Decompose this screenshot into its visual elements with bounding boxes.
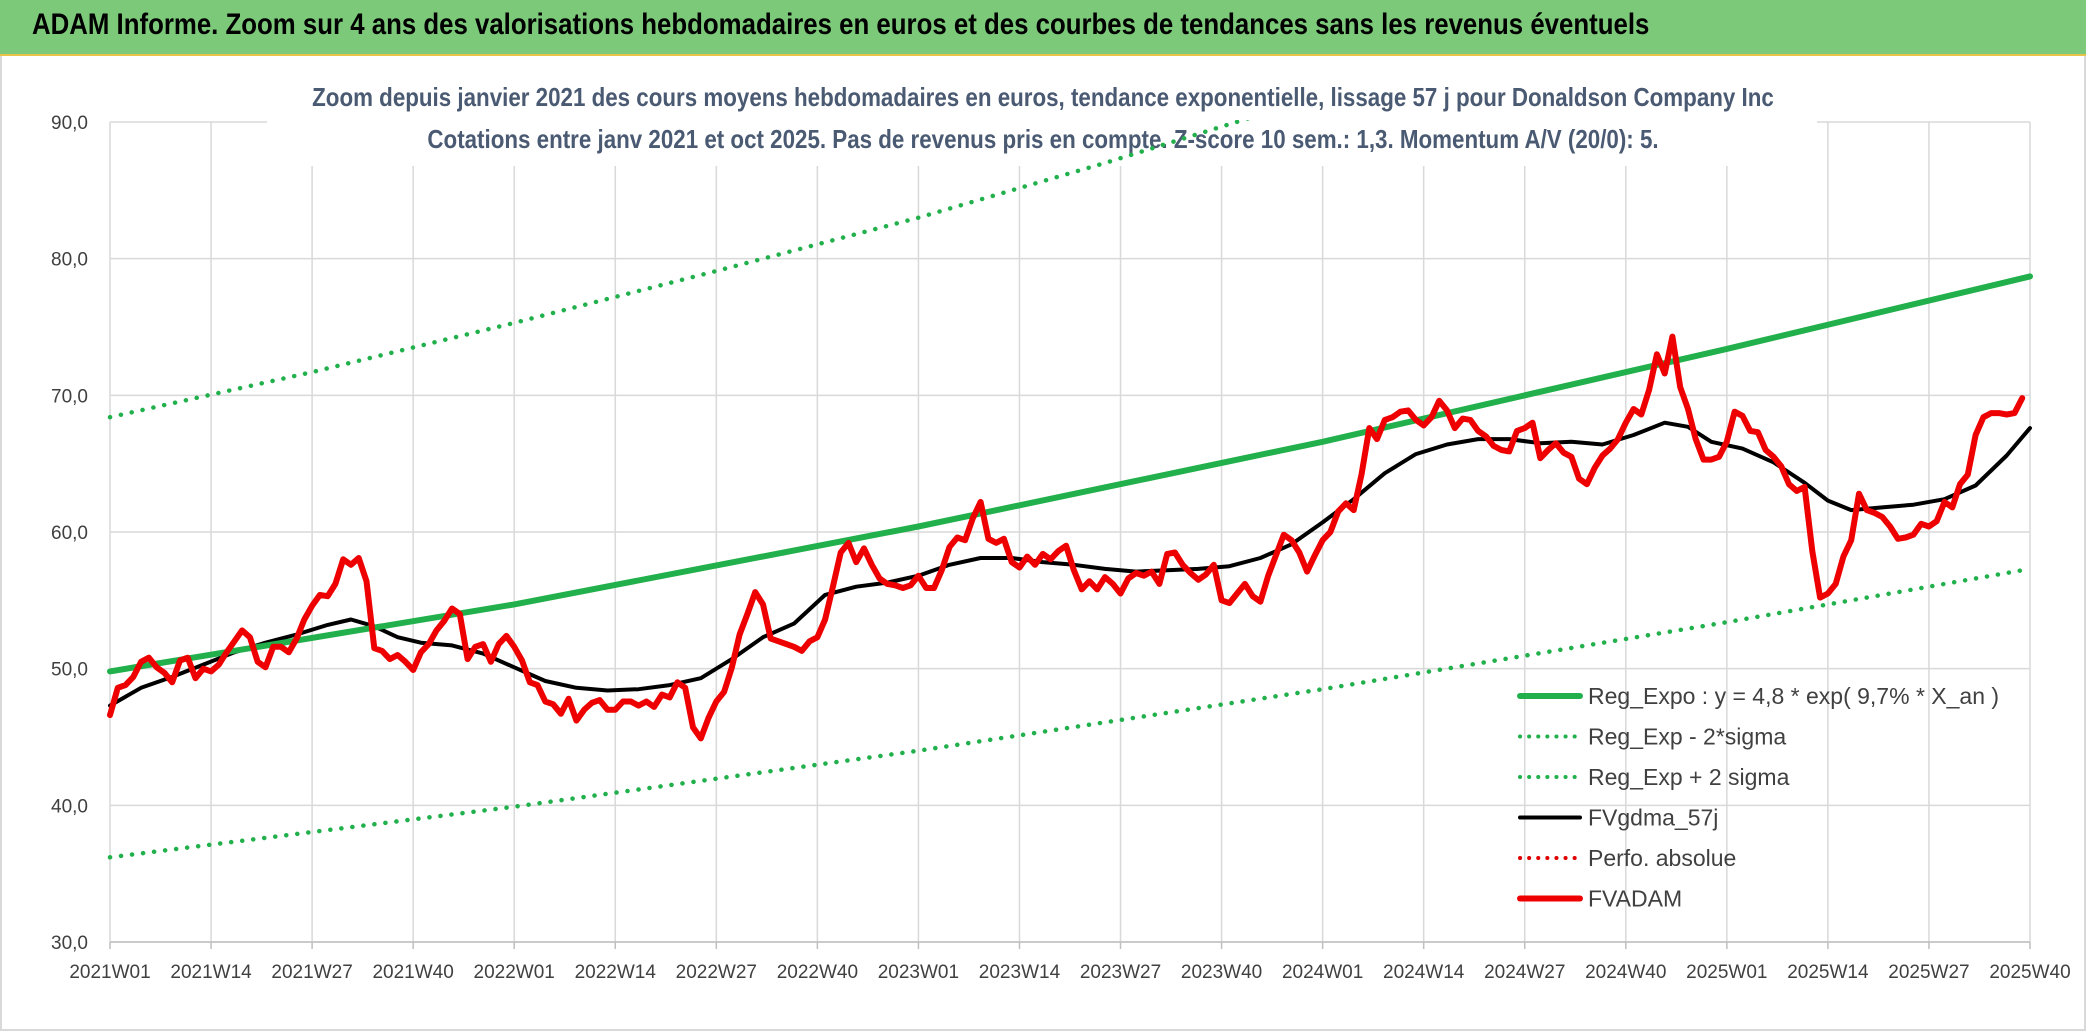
chart-area: 30,0 40,0 50,0 60,0 70,0 80,0 90,0 2021W01 2021W…	[0, 56, 2086, 1031]
x-tick-label: 2023W27	[1080, 962, 1161, 983]
legend-label: Perfo. absolue	[1588, 845, 1736, 871]
grid	[109, 121, 2031, 943]
report-banner: ADAM Informe. Zoom sur 4 ans des valoris…	[0, 0, 2086, 56]
legend-label: Reg_Exp + 2 sigma	[1588, 764, 1790, 790]
chart-title: Zoom depuis janvier 2021 des cours moyen…	[312, 83, 1774, 112]
series-line-2	[107, 120, 1251, 420]
legend-label: Reg_Expo : y = 4,8 * exp( 9,7% * X_an )	[1588, 683, 1999, 709]
x-tick-label: 2025W27	[1888, 962, 1969, 983]
x-tick-label: 2021W01	[69, 962, 150, 983]
x-tick-label: 2025W01	[1686, 962, 1767, 983]
report-title: ADAM Informe. Zoom sur 4 ans des valoris…	[32, 8, 1650, 41]
x-tick-label: 2022W27	[676, 962, 757, 983]
x-tick-label: 2024W01	[1282, 962, 1363, 983]
y-tick-label: 80,0	[51, 250, 88, 271]
series-line-1	[107, 566, 2033, 860]
x-tick-label: 2021W14	[170, 962, 252, 983]
legend: Reg_Expo : y = 4,8 * exp( 9,7% * X_an ) R…	[1517, 683, 1999, 912]
x-tick-label: 2023W01	[878, 962, 959, 983]
x-tick-label: 2025W40	[1989, 962, 2070, 983]
x-tick-label: 2023W40	[1181, 962, 1262, 983]
x-tick-label: 2022W40	[777, 962, 858, 983]
x-tick-label: 2024W27	[1484, 962, 1565, 983]
x-tick-label: 2024W40	[1585, 962, 1666, 983]
series-line-5	[107, 333, 2026, 742]
y-tick-label: 30,0	[51, 933, 88, 954]
x-tick-label: 2022W14	[575, 962, 657, 983]
x-tick-label: 2025W14	[1787, 962, 1869, 983]
line-chart: 30,0 40,0 50,0 60,0 70,0 80,0 90,0 2021W01 2021W…	[51, 56, 2071, 983]
y-tick-label: 70,0	[51, 386, 88, 407]
x-tick-label: 2021W27	[271, 962, 352, 983]
x-tick-label: 2023W14	[979, 962, 1061, 983]
legend-label: Reg_Exp - 2*sigma	[1588, 724, 1786, 750]
y-tick-label: 50,0	[51, 660, 88, 681]
chart-subtitle: Cotations entre janv 2021 et oct 2025. P…	[427, 125, 1658, 154]
x-tick-label: 2024W14	[1383, 962, 1465, 983]
series-line-0	[107, 273, 2033, 675]
legend-label: FVADAM	[1588, 886, 1682, 912]
y-tick-label: 40,0	[51, 796, 88, 817]
y-tick-label: 60,0	[51, 523, 88, 544]
axes: 30,0 40,0 50,0 60,0 70,0 80,0 90,0 2021W01 2021W…	[51, 113, 2071, 983]
y-tick-label: 90,0	[51, 113, 88, 134]
x-tick-label: 2022W01	[474, 962, 555, 983]
chart-title-background	[267, 56, 1817, 166]
series	[107, 120, 2033, 860]
x-tick-label: 2021W40	[372, 962, 453, 983]
legend-label: FVgdma_57j	[1588, 805, 1718, 831]
